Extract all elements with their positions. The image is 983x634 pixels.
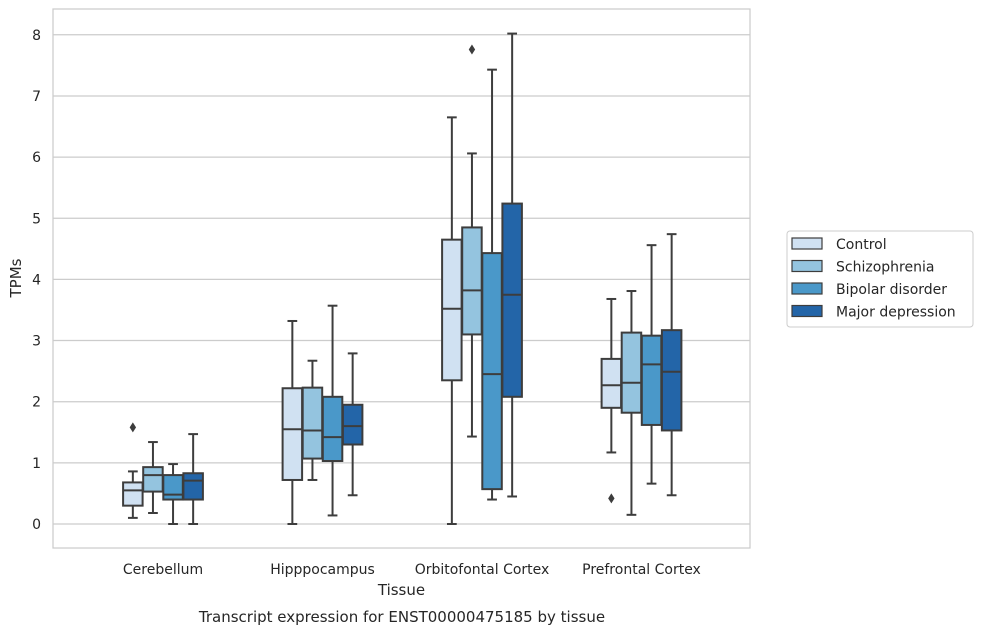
box-iqr bbox=[441, 238, 463, 382]
y-tick-label: 1 bbox=[32, 456, 41, 472]
box-iqr bbox=[182, 472, 204, 501]
box-iqr bbox=[301, 386, 324, 460]
outlier-marker bbox=[468, 44, 476, 55]
box-groups bbox=[122, 32, 683, 525]
box-iqr bbox=[481, 252, 503, 491]
legend-label: Control bbox=[836, 237, 887, 253]
legend-item: Bipolar disorder bbox=[791, 282, 947, 298]
box-3-3 bbox=[660, 233, 683, 497]
legend-swatch bbox=[791, 259, 823, 273]
box-iqr bbox=[620, 331, 643, 414]
box-1-1 bbox=[301, 359, 324, 481]
box-iqr bbox=[122, 481, 144, 507]
box-3-2 bbox=[640, 244, 663, 485]
y-axis-ticks: 0 1 2 3 4 5 6 7 8 bbox=[32, 28, 41, 533]
box-2-1 bbox=[461, 44, 483, 438]
box-1-3 bbox=[341, 352, 364, 497]
box-iqr bbox=[660, 329, 683, 432]
x-tick-label: Prefrontal Cortex bbox=[582, 562, 701, 578]
x-axis-ticks: Cerebellum Hipppocampus Orbitofontal Corte… bbox=[123, 562, 701, 578]
plot-area-frame bbox=[52, 8, 751, 549]
x-tick-label: Hipppocampus bbox=[270, 562, 375, 578]
y-tick-label: 6 bbox=[32, 150, 41, 166]
box-iqr bbox=[162, 474, 184, 501]
box-0-0 bbox=[122, 422, 144, 519]
box-iqr bbox=[501, 202, 523, 398]
box-iqr bbox=[461, 226, 483, 336]
box-0-3 bbox=[182, 433, 204, 525]
box-2-2 bbox=[481, 68, 503, 501]
legend-item: Schizophrenia bbox=[791, 259, 934, 276]
y-tick-label: 2 bbox=[32, 395, 41, 411]
y-tick-label: 8 bbox=[32, 28, 41, 44]
outlier-marker bbox=[129, 422, 137, 433]
y-axis-label: TPMs bbox=[7, 258, 25, 298]
box-0-2 bbox=[162, 463, 184, 525]
legend-frame bbox=[786, 230, 974, 328]
box-iqr bbox=[281, 387, 304, 481]
legend-item: Major depression bbox=[791, 304, 956, 321]
legend-label: Major depression bbox=[836, 305, 956, 321]
box-iqr bbox=[142, 466, 164, 493]
y-tick-label: 5 bbox=[32, 211, 41, 227]
box-1-2 bbox=[321, 304, 344, 517]
box-iqr bbox=[341, 403, 364, 446]
legend-label: Bipolar disorder bbox=[836, 282, 947, 298]
legend-swatch bbox=[791, 237, 823, 250]
box-1-0 bbox=[281, 319, 304, 525]
box-0-1 bbox=[142, 441, 164, 514]
chart-caption: Transcript expression for ENST0000047518… bbox=[198, 608, 605, 626]
box-3-1 bbox=[620, 290, 643, 516]
x-axis-label: Tissue bbox=[377, 581, 425, 599]
box-iqr bbox=[321, 395, 344, 463]
gridlines bbox=[53, 34, 750, 525]
box-2-0 bbox=[441, 116, 463, 525]
legend-label: Schizophrenia bbox=[836, 260, 934, 276]
x-tick-label: Cerebellum bbox=[123, 562, 203, 578]
y-tick-label: 0 bbox=[32, 517, 41, 533]
box-2-3 bbox=[501, 32, 523, 498]
legend-swatch bbox=[791, 304, 823, 318]
legend-swatch bbox=[791, 282, 823, 295]
box-3-0 bbox=[600, 297, 623, 504]
y-tick-label: 3 bbox=[32, 334, 41, 350]
outlier-marker bbox=[608, 493, 615, 504]
box-iqr bbox=[600, 357, 623, 409]
x-tick-label: Orbitofontal Cortex bbox=[415, 562, 550, 578]
y-tick-label: 4 bbox=[32, 272, 41, 288]
box-iqr bbox=[640, 334, 663, 426]
y-tick-label: 7 bbox=[32, 89, 41, 105]
legend: Control Schizophrenia Bipolar disorder Majo… bbox=[786, 230, 974, 328]
legend-item: Control bbox=[791, 237, 887, 253]
